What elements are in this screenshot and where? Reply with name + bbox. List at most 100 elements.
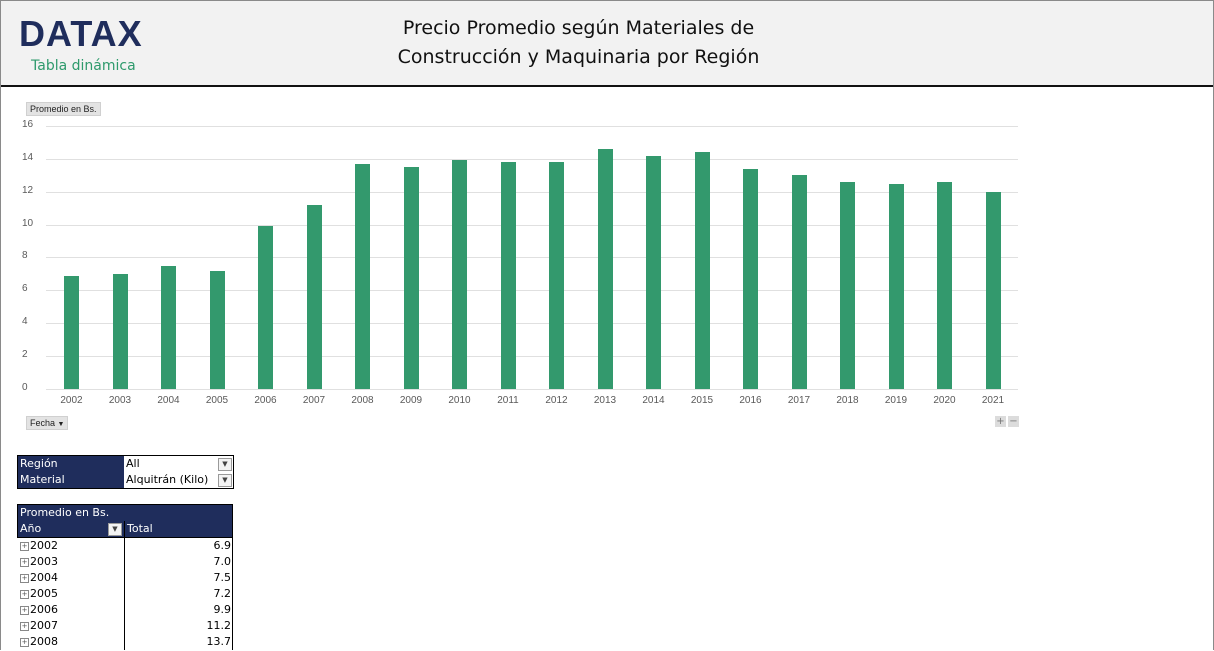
pivot-table: Promedio en Bs. Año ▼ Total +2002 6.9 +200… bbox=[17, 504, 233, 650]
gridline bbox=[46, 191, 1018, 193]
bar-2015[interactable] bbox=[694, 152, 710, 389]
x-tick-label: 2005 bbox=[205, 395, 229, 406]
x-tick-label: 2007 bbox=[302, 395, 326, 406]
year-cell[interactable]: +2006 bbox=[17, 602, 125, 618]
year-cell[interactable]: +2007 bbox=[17, 618, 125, 634]
table-row: +2004 7.5 bbox=[17, 570, 233, 586]
y-tick-label: 0 bbox=[22, 382, 28, 393]
x-tick-label: 2004 bbox=[157, 395, 180, 406]
expand-icon[interactable]: + bbox=[20, 558, 29, 567]
datax-logo: DATAX bbox=[19, 13, 143, 54]
total-cell: 6.9 bbox=[125, 538, 233, 554]
filter-region: Región All ▼ bbox=[18, 456, 233, 472]
table-row: +2002 6.9 bbox=[17, 538, 233, 554]
total-cell: 13.7 bbox=[125, 634, 233, 650]
bar-2004[interactable] bbox=[161, 265, 176, 389]
table-row: +2008 13.7 bbox=[17, 634, 233, 650]
x-tick-label: 2018 bbox=[836, 395, 859, 406]
x-tick-label: 2012 bbox=[545, 395, 568, 406]
year-cell[interactable]: +2002 bbox=[17, 538, 125, 554]
filter-material-label: Material bbox=[18, 472, 124, 488]
gridline bbox=[46, 125, 1018, 127]
dropdown-arrow-icon[interactable]: ▼ bbox=[218, 458, 232, 471]
x-tick-label: 2009 bbox=[399, 395, 423, 406]
title-line-1: Precio Promedio según Materiales de bbox=[402, 17, 755, 39]
header: DATAX Tabla dinámica Precio Promedio seg… bbox=[1, 1, 1213, 87]
bar-2021[interactable] bbox=[985, 191, 1001, 389]
gridline bbox=[46, 389, 1018, 390]
expand-icon[interactable]: + bbox=[20, 542, 29, 551]
row-header-label: Año bbox=[20, 522, 42, 535]
collapse-field-button[interactable]: − bbox=[1008, 416, 1019, 427]
total-cell: 7.2 bbox=[125, 586, 233, 602]
bar-2008[interactable] bbox=[355, 163, 370, 389]
bar-2011[interactable] bbox=[500, 162, 516, 389]
filter-region-label: Región bbox=[18, 456, 124, 472]
bar-2003[interactable] bbox=[112, 273, 128, 389]
year-label: 2002 bbox=[30, 539, 58, 552]
gridline bbox=[46, 158, 1018, 160]
x-tick-label: 2010 bbox=[448, 395, 471, 406]
bar-2010[interactable] bbox=[452, 160, 467, 389]
year-label: 2006 bbox=[30, 603, 58, 616]
x-tick-label: 2017 bbox=[787, 395, 811, 406]
axis-field-label: Fecha bbox=[30, 418, 56, 428]
bar-2012[interactable] bbox=[549, 162, 564, 389]
x-tick-label: 2016 bbox=[739, 395, 762, 406]
bar-2018[interactable] bbox=[840, 181, 855, 389]
y-tick-label: 14 bbox=[22, 151, 34, 163]
bar-2016[interactable] bbox=[743, 168, 758, 389]
x-tick-label: 2014 bbox=[642, 395, 665, 406]
expand-field-button[interactable]: + bbox=[995, 416, 1006, 427]
bar-2005[interactable] bbox=[209, 270, 225, 389]
gridline bbox=[46, 257, 1018, 259]
bar-2020[interactable] bbox=[937, 181, 952, 389]
gridline bbox=[46, 356, 1018, 358]
year-label: 2003 bbox=[30, 555, 58, 568]
y-tick-label: 2 bbox=[22, 349, 28, 361]
x-tick-label: 2020 bbox=[933, 395, 956, 406]
y-tick-label: 4 bbox=[22, 316, 28, 328]
y-tick-label: 8 bbox=[22, 250, 28, 262]
filter-material: Material Alquitrán (Kilo) ▼ bbox=[18, 472, 233, 488]
row-filter-dropdown-icon[interactable]: ▼ bbox=[108, 523, 122, 536]
year-cell[interactable]: +2008 bbox=[17, 634, 125, 650]
value-field-button[interactable]: Promedio en Bs. bbox=[26, 102, 101, 116]
bar-2006[interactable] bbox=[258, 226, 273, 389]
y-tick-label: 10 bbox=[22, 217, 34, 229]
logo-subtitle: Tabla dinámica bbox=[31, 58, 136, 74]
filter-material-value[interactable]: Alquitrán (Kilo) ▼ bbox=[124, 472, 233, 488]
bar-2019[interactable] bbox=[888, 183, 904, 389]
table-row: +2003 7.0 bbox=[17, 554, 233, 570]
expand-icon[interactable]: + bbox=[20, 606, 29, 615]
x-tick-label: 2021 bbox=[981, 395, 1005, 406]
pivot-header: Promedio en Bs. Año ▼ Total bbox=[17, 504, 233, 538]
bar-2002[interactable] bbox=[64, 275, 79, 389]
y-tick-label: 6 bbox=[22, 283, 28, 295]
total-cell: 11.2 bbox=[125, 618, 233, 634]
bar-2007[interactable] bbox=[306, 204, 322, 389]
dropdown-arrow-icon: ▼ bbox=[57, 421, 65, 428]
x-tick-label: 2019 bbox=[884, 395, 908, 406]
total-cell: 7.0 bbox=[125, 554, 233, 570]
filter-region-value[interactable]: All ▼ bbox=[124, 456, 233, 472]
year-cell[interactable]: +2004 bbox=[17, 570, 125, 586]
expand-icon[interactable]: + bbox=[20, 574, 29, 583]
year-cell[interactable]: +2005 bbox=[17, 586, 125, 602]
gridline bbox=[46, 290, 1018, 292]
axis-field-button[interactable]: Fecha ▼ bbox=[26, 416, 69, 430]
page-title: Precio Promedio según Materiales de Cons… bbox=[341, 14, 816, 72]
filter-applied-icon[interactable]: ▼ bbox=[218, 474, 232, 487]
year-cell[interactable]: +2003 bbox=[17, 554, 125, 570]
gridline bbox=[46, 323, 1018, 325]
report-filters: Región All ▼ Material Alquitrán (Kilo) ▼ bbox=[17, 455, 234, 489]
bar-2013[interactable] bbox=[597, 148, 613, 389]
bar-2009[interactable] bbox=[403, 167, 419, 389]
expand-icon[interactable]: + bbox=[20, 638, 29, 647]
bar-2017[interactable] bbox=[791, 175, 807, 389]
expand-icon[interactable]: + bbox=[20, 622, 29, 631]
bar-2014[interactable] bbox=[646, 155, 661, 389]
expand-icon[interactable]: + bbox=[20, 590, 29, 599]
filter-region-text: All bbox=[126, 457, 140, 470]
total-cell: 7.5 bbox=[125, 570, 233, 586]
